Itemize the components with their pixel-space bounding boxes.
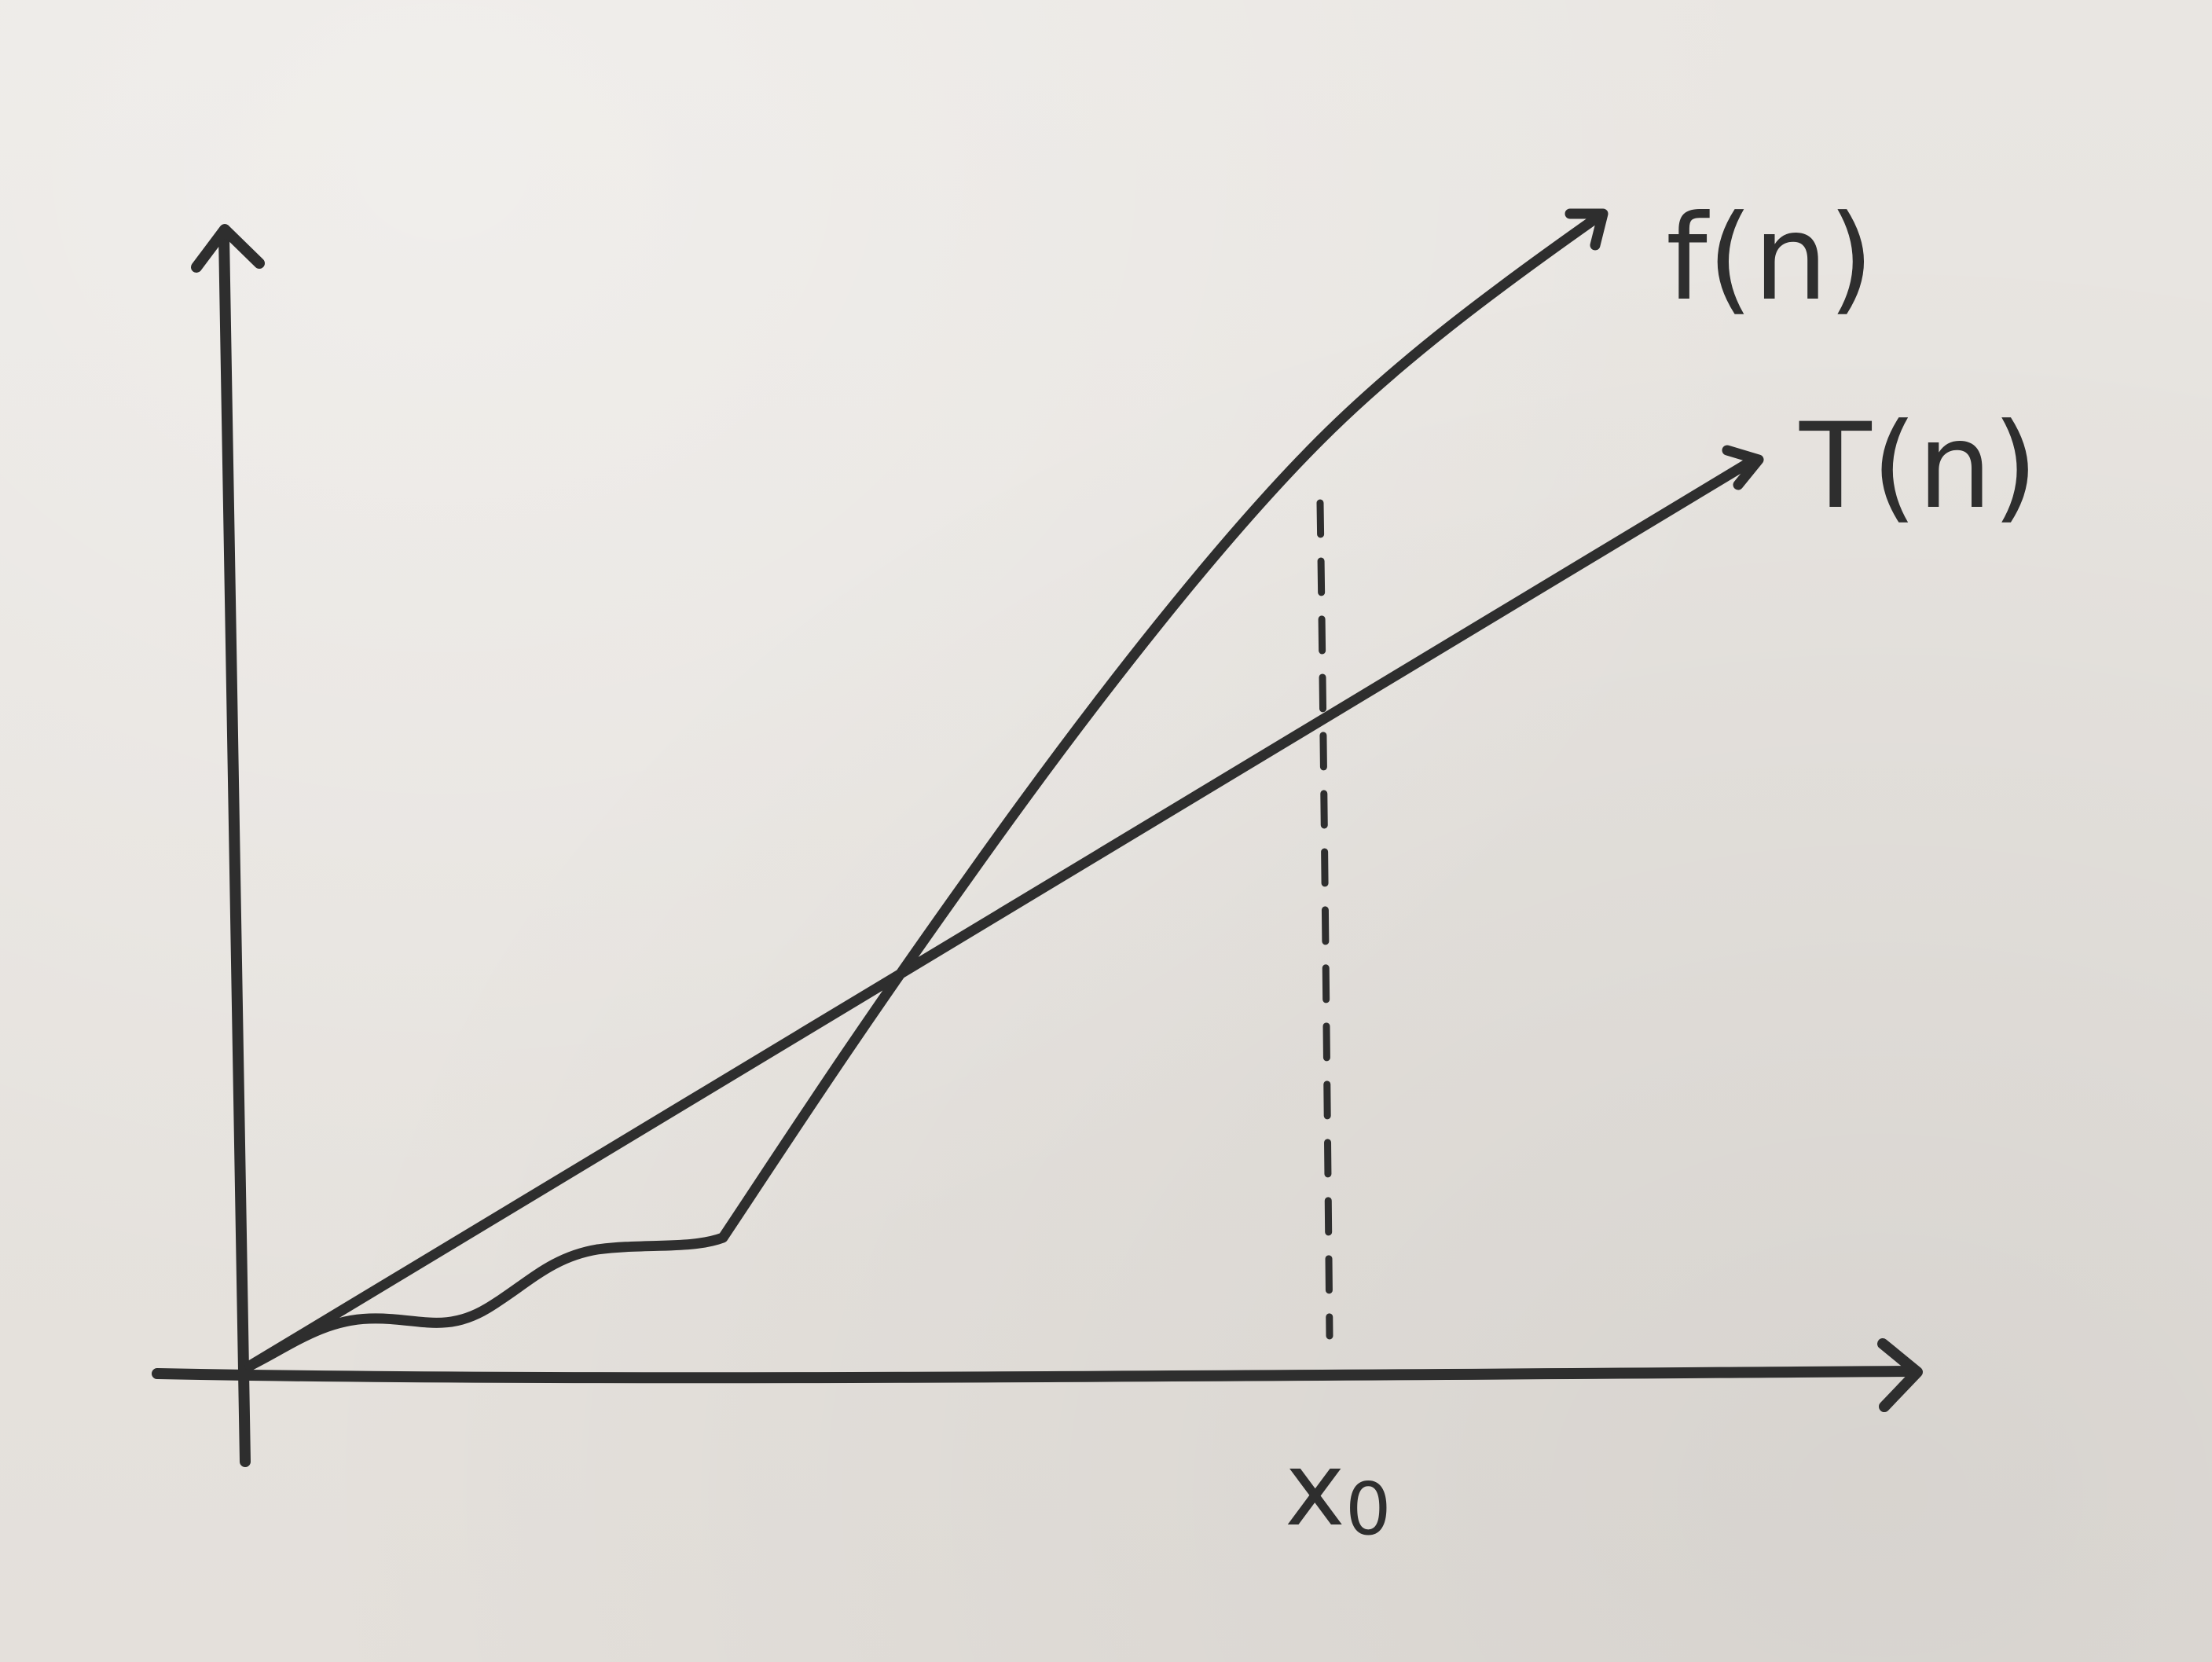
- t-curve: [244, 445, 1764, 1371]
- x0-label-subscript: 0: [1345, 1467, 1392, 1551]
- x0-label: x 0: [1285, 1429, 1392, 1551]
- f-curve-label: f(n): [1666, 190, 1874, 327]
- y-axis: [191, 224, 265, 1467]
- x-axis: [152, 1338, 1923, 1412]
- t-curve-label: T(n): [1799, 398, 2038, 535]
- x0-marker-line: [1316, 499, 1333, 1340]
- x0-label-main: x: [1285, 1429, 1345, 1549]
- f-curve: [244, 208, 1609, 1371]
